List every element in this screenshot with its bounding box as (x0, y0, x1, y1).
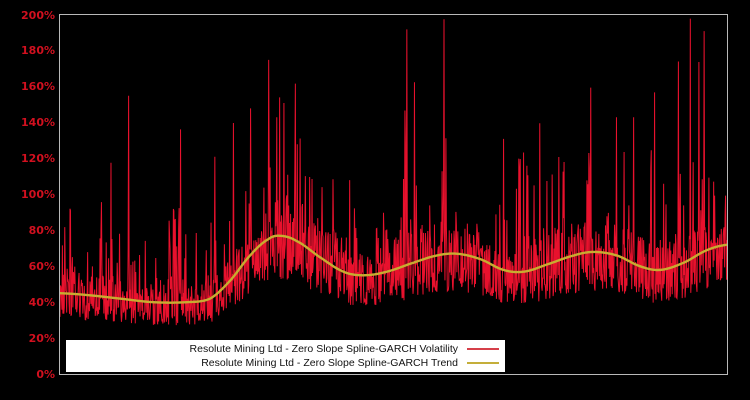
legend-swatch-volatility (467, 348, 499, 350)
legend-entry-trend[interactable]: Resolute Mining Ltd - Zero Slope Spline-… (66, 356, 499, 370)
volatility-series-line (60, 18, 727, 326)
y-axis-tick-180pct: 180% (21, 44, 55, 58)
legend-label-volatility: Resolute Mining Ltd - Zero Slope Spline-… (189, 343, 458, 355)
y-axis-tick-40pct: 40% (28, 295, 55, 309)
y-axis-tick-140pct: 140% (21, 116, 55, 130)
y-axis-tick-100pct: 100% (21, 188, 55, 201)
chart-legend: Resolute Mining Ltd - Zero Slope Spline-… (66, 340, 505, 372)
y-axis-tick-160pct: 160% (21, 80, 55, 94)
y-axis-tick-60pct: 60% (28, 259, 55, 273)
legend-label-trend: Resolute Mining Ltd - Zero Slope Spline-… (201, 357, 458, 369)
legend-entry-volatility[interactable]: Resolute Mining Ltd - Zero Slope Spline-… (66, 342, 499, 356)
plot-canvas (60, 18, 727, 326)
y-axis-tick-120pct: 120% (21, 152, 55, 166)
legend-swatch-trend (467, 362, 499, 364)
y-axis-tick-200pct: 200% (21, 8, 55, 22)
y-axis-tick-80pct: 80% (28, 223, 55, 237)
plot-area (59, 14, 728, 375)
y-axis-tick-20pct: 20% (28, 331, 55, 345)
y-axis-tick-0pct: 0% (36, 367, 55, 381)
trend-series-line (60, 234, 727, 304)
